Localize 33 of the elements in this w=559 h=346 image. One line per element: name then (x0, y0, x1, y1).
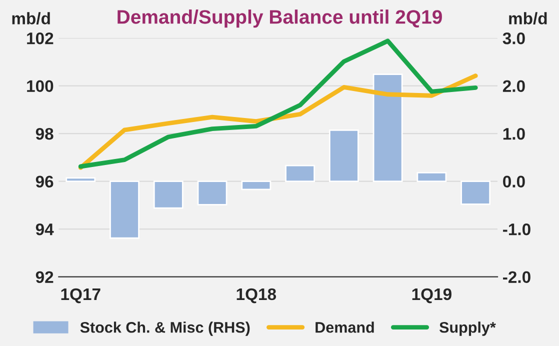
y-tick-label: 98 (36, 128, 54, 140)
bar (285, 164, 315, 182)
bar (197, 180, 228, 206)
y2-tick-label: -1.0 (503, 223, 530, 236)
y2-axis-title: mb/d (509, 12, 547, 25)
y2-tick-label: -2.0 (503, 271, 530, 284)
legend-label: Supply* (439, 322, 496, 336)
y-tick-label: 96 (36, 176, 54, 188)
bar (153, 180, 184, 209)
bar (241, 180, 272, 190)
legend-label: Stock Ch. & Misc (RHS) (80, 322, 250, 336)
bar (328, 130, 359, 182)
bar (372, 74, 403, 182)
chart-title: Demand/Supply Balance until 2Q19 (118, 10, 442, 28)
y-axis-title: mb/d (12, 12, 50, 25)
x-tick-label: 1Q17 (61, 288, 100, 304)
x-tick-label: 1Q19 (412, 288, 452, 304)
bar (110, 180, 140, 239)
bar (460, 180, 491, 205)
y-tick-label: 92 (36, 271, 54, 284)
x-tick-label: 1Q18 (236, 288, 276, 304)
bar (416, 172, 447, 182)
y2-tick-label: 3.0 (502, 32, 525, 44)
y-tick-label: 94 (36, 223, 54, 236)
legend-label: Demand (316, 322, 374, 333)
line-series (78, 74, 478, 170)
y2-tick-label: 1.0 (503, 128, 525, 140)
y-tick-label: 100 (27, 80, 54, 92)
y2-tick-label: 2.0 (502, 80, 525, 92)
y-tick-label: 102 (27, 32, 54, 44)
bar (66, 177, 96, 182)
y2-tick-label: 0.0 (503, 176, 525, 188)
line-series (78, 38, 478, 169)
